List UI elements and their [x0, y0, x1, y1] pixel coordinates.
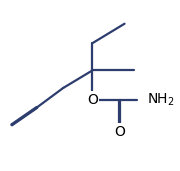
Text: O: O — [114, 125, 125, 139]
Text: NH$_2$: NH$_2$ — [147, 91, 175, 108]
Text: O: O — [87, 93, 98, 107]
